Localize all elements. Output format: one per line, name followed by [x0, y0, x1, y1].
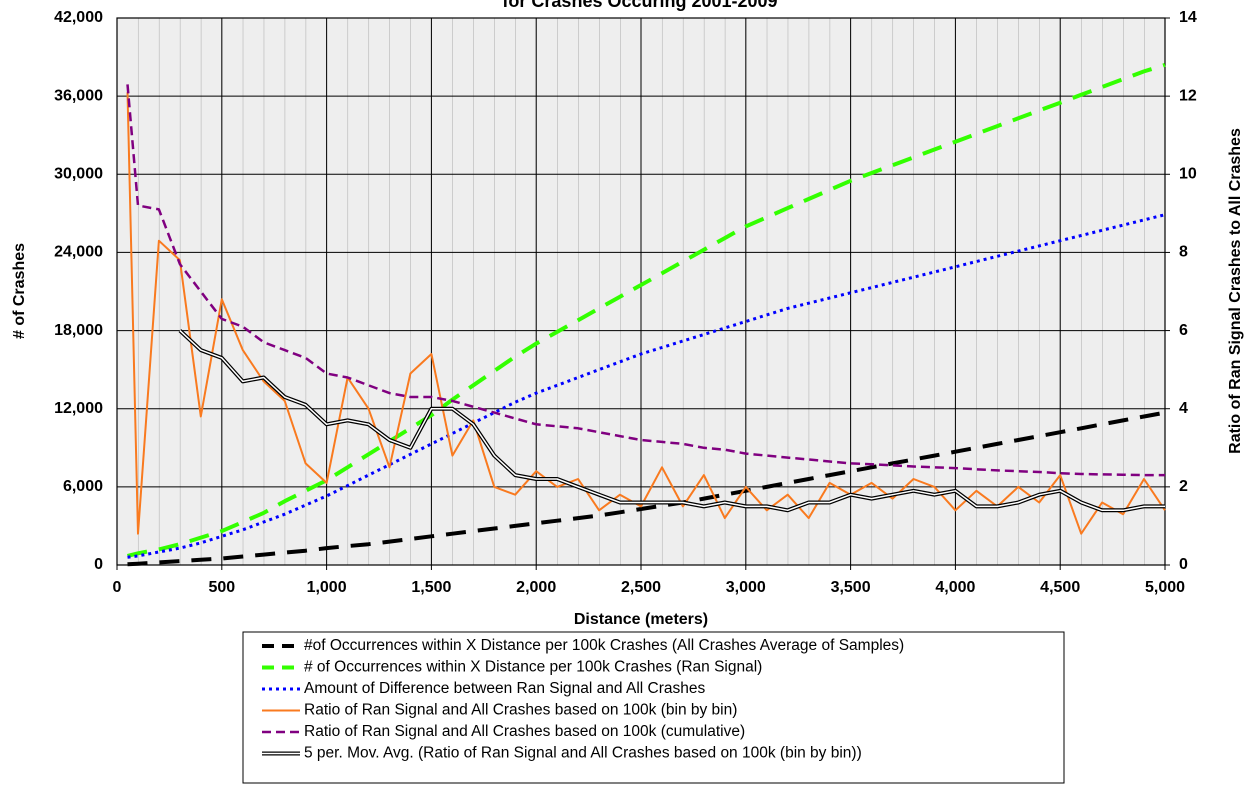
legend-label: Amount of Difference between Ran Signal … — [304, 680, 705, 697]
y2-tick-label: 2 — [1179, 478, 1188, 495]
series-line — [127, 410, 1166, 567]
y2-tick-label: 12 — [1179, 87, 1197, 104]
y2-tick-label: 14 — [1179, 9, 1197, 26]
series-line — [127, 213, 1166, 559]
y2-tick-label: 4 — [1179, 400, 1188, 417]
y2-tick-label: 10 — [1179, 166, 1197, 183]
x-tick-label: 3,000 — [726, 579, 766, 596]
legend-label: #of Occurrences within X Distance per 10… — [304, 637, 904, 654]
series-line — [126, 92, 1166, 535]
legend-label: # of Occurrences within X Distance per 1… — [304, 659, 762, 676]
y2-tick-label: 0 — [1179, 556, 1188, 573]
x-tick-label: 3,500 — [831, 579, 871, 596]
y2-tick-label: 6 — [1179, 322, 1188, 339]
plot-border — [116, 17, 1166, 566]
x-tick-label: 4,500 — [1040, 579, 1080, 596]
x-tick-label: 1,000 — [307, 579, 347, 596]
x-tick-label: 2,000 — [516, 579, 556, 596]
y-tick-label: 18,000 — [54, 322, 103, 339]
y-tick-label: 30,000 — [54, 166, 103, 183]
x-tick-label: 500 — [208, 579, 235, 596]
x-tick-label: 4,000 — [935, 579, 975, 596]
y-tick-label: 24,000 — [54, 244, 103, 261]
series-line — [127, 62, 1166, 558]
x-tick-label: 0 — [113, 579, 122, 596]
y-tick-label: 6,000 — [63, 478, 103, 495]
chart-title: for Crashes Occuring 2001-2009 — [502, 0, 777, 11]
y-tick-label: 42,000 — [54, 9, 103, 26]
legend — [242, 631, 1065, 784]
y2-tick-label: 8 — [1179, 244, 1188, 261]
x-tick-label: 1,500 — [411, 579, 451, 596]
y-tick-label: 12,000 — [54, 400, 103, 417]
legend-label: Ratio of Ran Signal and All Crashes base… — [304, 702, 737, 719]
legend-label: 5 per. Mov. Avg. (Ratio of Ran Signal an… — [304, 745, 862, 762]
y2-axis-title: Ratio of Ran Signal Crashes to All Crash… — [1227, 128, 1244, 454]
x-tick-label: 2,500 — [621, 579, 661, 596]
y-tick-label: 0 — [94, 556, 103, 573]
legend-label: Ratio of Ran Signal and All Crashes base… — [304, 723, 745, 740]
y-tick-label: 36,000 — [54, 87, 103, 104]
y-axis-title: # of Crashes — [11, 243, 28, 339]
x-tick-label: 5,000 — [1145, 579, 1185, 596]
series-line-inner — [179, 330, 1165, 512]
x-axis-title: Distance (meters) — [574, 611, 708, 628]
